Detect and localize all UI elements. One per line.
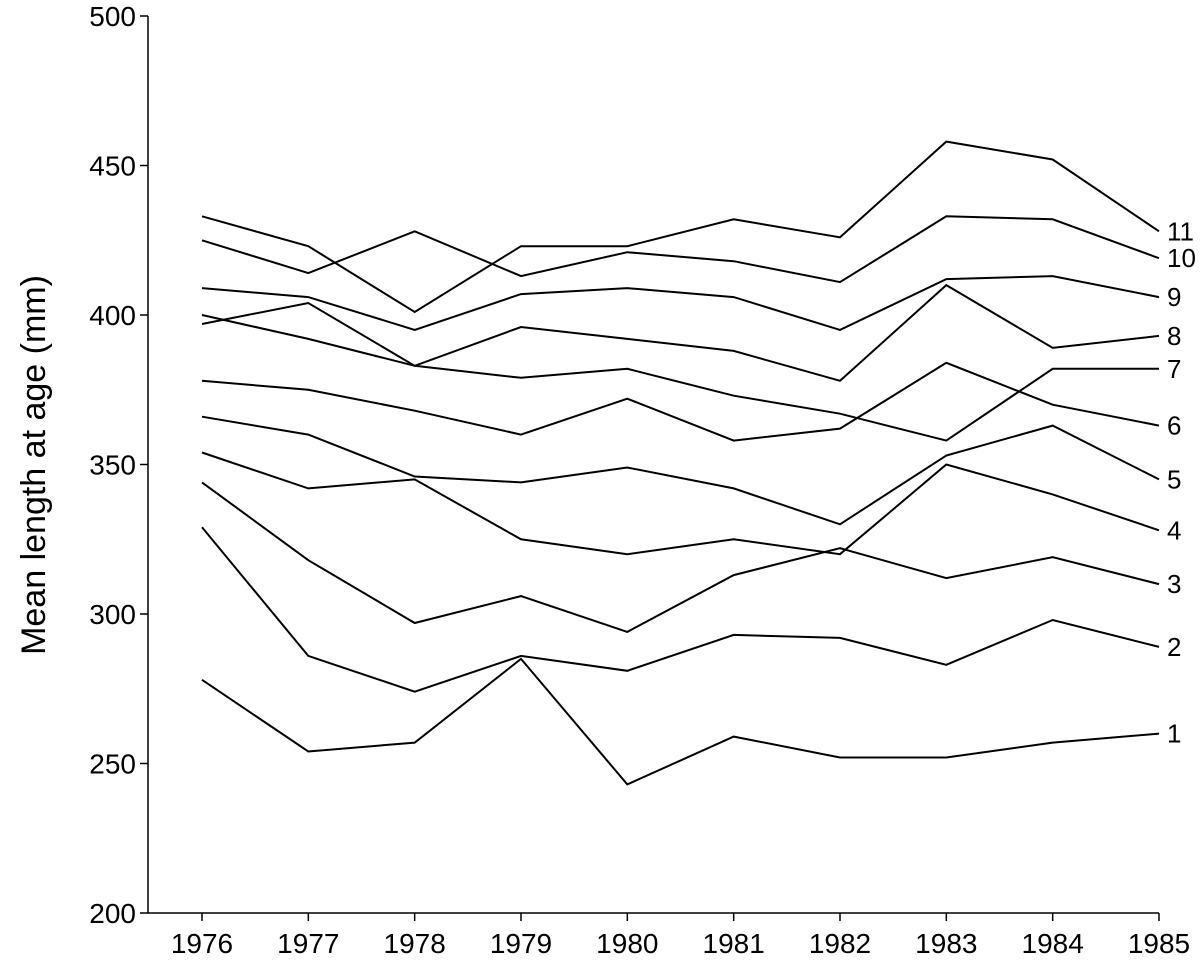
x-tick-label: 1976 xyxy=(171,928,233,959)
series-label-10: 10 xyxy=(1167,243,1196,273)
y-tick-label: 350 xyxy=(89,450,136,481)
y-tick-label: 300 xyxy=(89,599,136,630)
y-axis: 200 250 300 350 400 450 500 xyxy=(89,1,149,929)
series-label-4: 4 xyxy=(1167,515,1181,545)
x-tick-label: 1985 xyxy=(1128,928,1190,959)
x-tick-label: 1980 xyxy=(596,928,658,959)
series-label-1: 1 xyxy=(1167,719,1181,749)
y-tick-label: 250 xyxy=(89,749,136,780)
x-axis: 1976 1977 1978 1979 1980 1981 1982 1983 1984 1985 xyxy=(148,912,1190,959)
series-line-9 xyxy=(201,275,1160,331)
plot-lines xyxy=(201,140,1160,786)
y-tick-label: 500 xyxy=(89,1,136,32)
series-line-10 xyxy=(201,215,1160,284)
y-axis-title: Mean length at age (mm) xyxy=(15,275,53,655)
series-label-3: 3 xyxy=(1167,569,1181,599)
series-line-11 xyxy=(201,140,1160,314)
y-tick-label: 400 xyxy=(89,300,136,331)
series-line-6 xyxy=(201,361,1160,442)
series-line-7 xyxy=(201,314,1159,442)
x-tick-label: 1978 xyxy=(384,928,446,959)
series-line-2 xyxy=(201,526,1160,693)
series-line-4 xyxy=(201,451,1160,556)
series-label-11: 11 xyxy=(1167,216,1194,246)
series-label-9: 9 xyxy=(1167,282,1181,312)
series-line-3 xyxy=(201,481,1160,633)
x-tick-label: 1984 xyxy=(1022,928,1084,959)
series-line-8 xyxy=(201,283,1160,382)
y-tick-label: 200 xyxy=(89,898,136,929)
x-tick-label: 1982 xyxy=(809,928,871,959)
series-label-6: 6 xyxy=(1167,411,1181,441)
x-tick-label: 1977 xyxy=(277,928,339,959)
series-label-8: 8 xyxy=(1167,321,1181,351)
x-tick-label: 1979 xyxy=(490,928,552,959)
series-label-2: 2 xyxy=(1167,632,1181,662)
y-tick-label: 450 xyxy=(89,151,136,182)
series-label-7: 7 xyxy=(1167,354,1181,384)
x-tick-label: 1983 xyxy=(915,928,977,959)
series-line-5 xyxy=(201,415,1160,526)
series-label-5: 5 xyxy=(1167,464,1181,494)
x-tick-label: 1981 xyxy=(703,928,765,959)
series-line-1 xyxy=(201,657,1160,786)
